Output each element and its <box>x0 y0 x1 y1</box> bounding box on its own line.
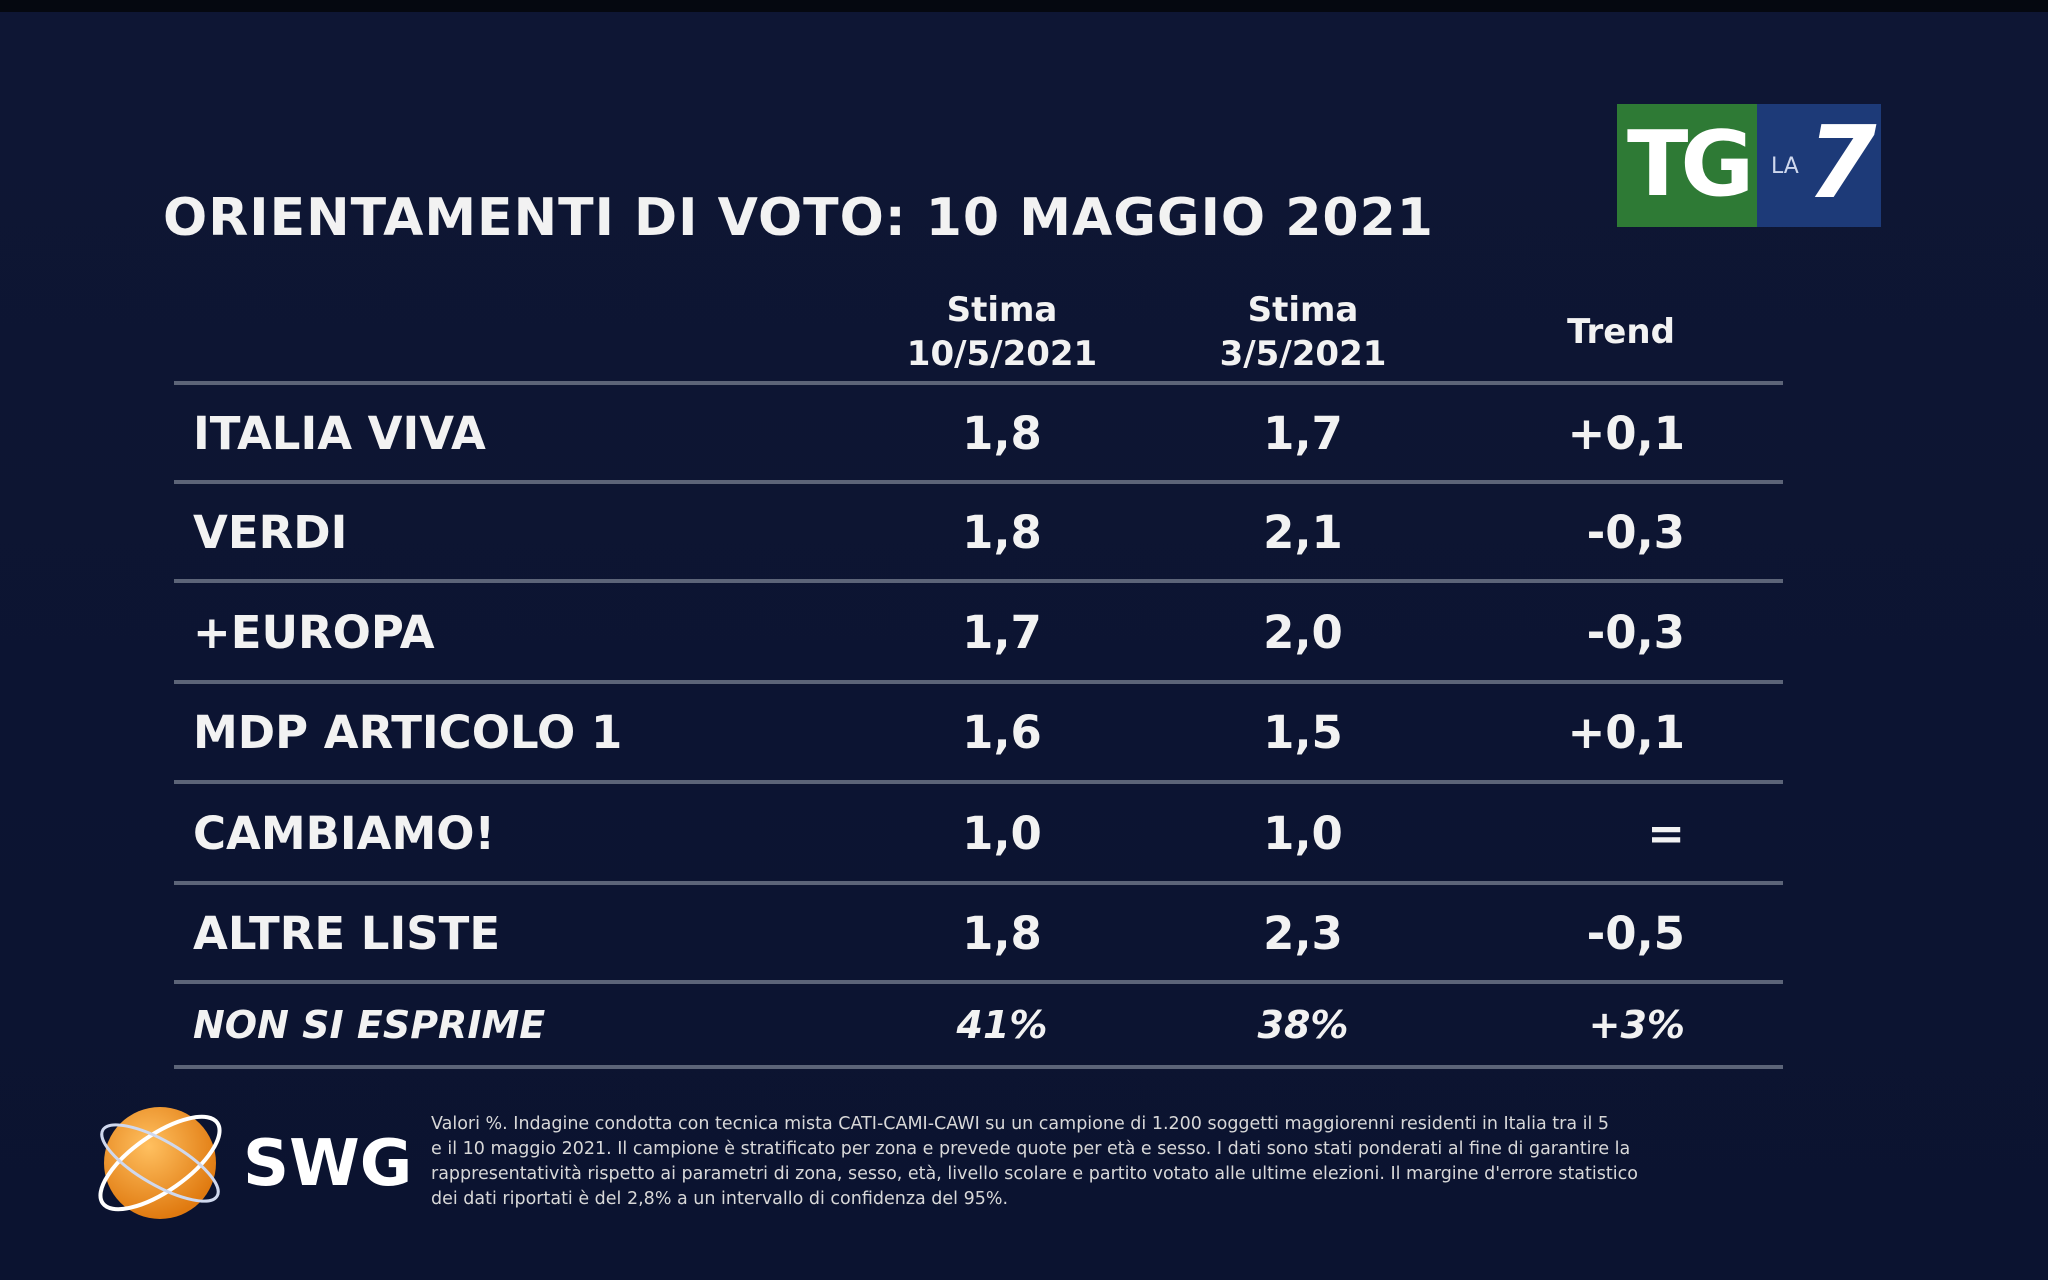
row-label: VERDI <box>193 506 348 559</box>
swg-globe <box>98 1107 222 1219</box>
logo-la: LA <box>1771 154 1799 179</box>
row-divider <box>174 480 1783 484</box>
swg-brand: SWG <box>243 1127 413 1201</box>
column-header: Stima <box>1247 290 1359 330</box>
cell-value: +0,1 <box>1567 706 1685 759</box>
cell-value: 41% <box>956 1003 1048 1047</box>
footnote-line: dei dati riportati è del 2,8% a un inter… <box>431 1189 1009 1209</box>
footnote-line: Valori %. Indagine condotta con tecnica … <box>431 1114 1610 1134</box>
cell-value: 1,8 <box>962 907 1042 960</box>
column-header: Trend <box>1567 312 1675 352</box>
logo-la7-box: LA 7 <box>1757 104 1881 227</box>
row-label: NON SI ESPRIME <box>193 1003 546 1047</box>
row-divider <box>174 579 1783 583</box>
cell-value: 1,0 <box>1263 807 1343 860</box>
title: ORIENTAMENTI DI VOTO: 10 MAGGIO 2021 <box>163 188 1434 248</box>
row-divider <box>174 780 1783 784</box>
row-label: +EUROPA <box>193 606 435 659</box>
logo-tg-box: TG <box>1617 104 1757 227</box>
row-divider <box>174 980 1783 984</box>
column-header: 10/5/2021 <box>906 334 1098 374</box>
column-header: Stima <box>946 290 1058 330</box>
footnote-line: rappresentatività rispetto ai parametri … <box>431 1164 1638 1184</box>
column-header: 3/5/2021 <box>1219 334 1387 374</box>
row-label: ITALIA VIVA <box>193 407 486 460</box>
row-divider <box>174 881 1783 885</box>
cell-value: 1,8 <box>962 407 1042 460</box>
logo-tg: TG <box>1627 112 1754 217</box>
cell-value: 1,6 <box>962 706 1042 759</box>
row-divider <box>174 381 1783 385</box>
row-label: MDP ARTICOLO 1 <box>193 706 623 759</box>
row-divider <box>174 680 1783 684</box>
footnote-line: e il 10 maggio 2021. Il campione è strat… <box>431 1139 1631 1159</box>
logo-7: 7 <box>1807 104 1877 221</box>
cell-value: 1,0 <box>962 807 1042 860</box>
cell-value: 2,3 <box>1263 907 1343 960</box>
cell-value: +0,1 <box>1567 407 1685 460</box>
cell-value: 1,7 <box>962 606 1042 659</box>
cell-value: = <box>1647 807 1685 860</box>
cell-value: +3% <box>1588 1003 1685 1047</box>
cell-value: 1,7 <box>1263 407 1343 460</box>
cell-value: 2,1 <box>1263 506 1343 559</box>
cell-value: -0,3 <box>1586 506 1685 559</box>
cell-value: 2,0 <box>1263 606 1343 659</box>
cell-value: 1,8 <box>962 506 1042 559</box>
cell-value: 1,5 <box>1263 706 1343 759</box>
cell-value: 38% <box>1257 1003 1349 1047</box>
row-label: CAMBIAMO! <box>193 807 496 860</box>
cell-value: -0,3 <box>1586 606 1685 659</box>
row-divider <box>174 1065 1783 1069</box>
cell-value: -0,5 <box>1586 907 1685 960</box>
footnote: Valori %. Indagine condotta con tecnica … <box>431 1112 1638 1212</box>
row-label: ALTRE LISTE <box>193 907 501 960</box>
